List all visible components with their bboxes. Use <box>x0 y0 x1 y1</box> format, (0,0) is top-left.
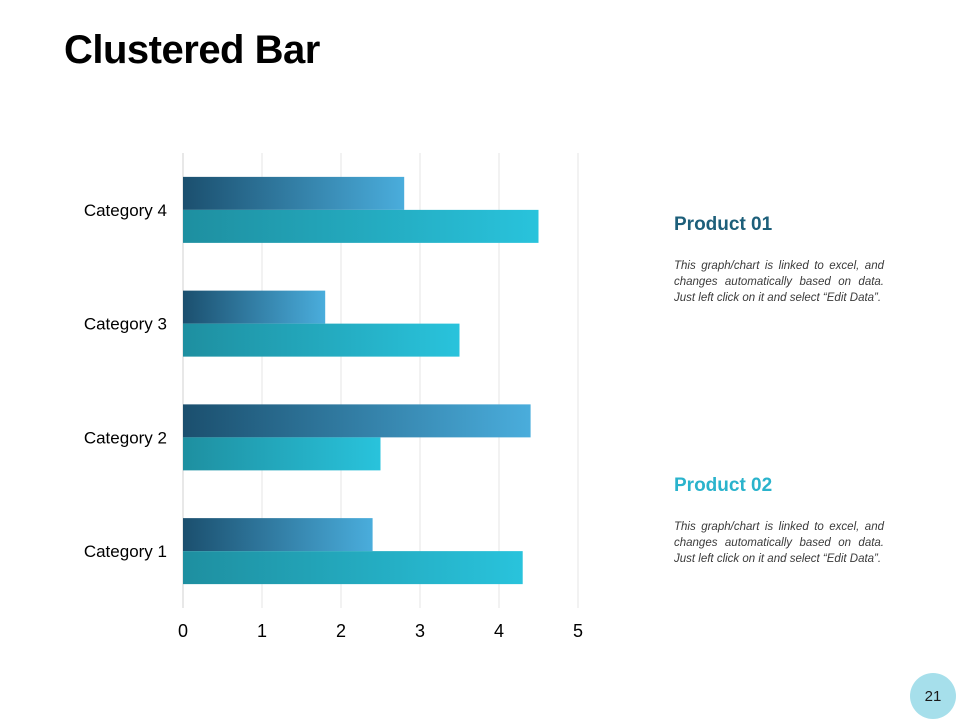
bar-product-01-category-2 <box>183 404 531 438</box>
y-category-label-3: Category 3 <box>84 315 167 334</box>
bar-product-01-category-3 <box>183 290 326 324</box>
page-number-badge: 21 <box>910 673 956 719</box>
bar-product-01-category-4 <box>183 176 405 210</box>
legend-title-product-01: Product 01 <box>674 214 773 235</box>
y-category-label-1: Category 1 <box>84 542 167 561</box>
page-title: Clustered Bar <box>64 28 320 72</box>
x-tick-label-4: 4 <box>494 621 504 641</box>
legend-product-01: Product 01 This graph/chart is linked to… <box>674 214 884 306</box>
x-tick-label-0: 0 <box>178 621 188 641</box>
y-category-label-4: Category 4 <box>84 201 167 220</box>
legend-product-02: Product 02 This graph/chart is linked to… <box>674 475 884 567</box>
bar-product-02-category-2 <box>183 437 381 471</box>
bar-product-02-category-1 <box>183 551 523 585</box>
bar-product-01-category-1 <box>183 518 373 552</box>
x-tick-label-1: 1 <box>257 621 267 641</box>
x-tick-label-2: 2 <box>336 621 346 641</box>
axis-labels: 0 1 2 3 4 5 Category 1 Category 2 Category 3 Cate… <box>84 201 583 641</box>
bar-product-02-category-4 <box>183 209 539 243</box>
legend-description-product-01: This graph/chart is linked to excel, and… <box>674 260 884 304</box>
legend-description-product-02: This graph/chart is linked to excel, and… <box>674 521 884 565</box>
x-tick-label-5: 5 <box>573 621 583 641</box>
legend-title-product-02: Product 02 <box>674 475 773 496</box>
y-category-label-2: Category 2 <box>84 428 167 447</box>
bar-product-02-category-3 <box>183 323 460 357</box>
x-tick-label-3: 3 <box>415 621 425 641</box>
bars <box>183 176 539 585</box>
